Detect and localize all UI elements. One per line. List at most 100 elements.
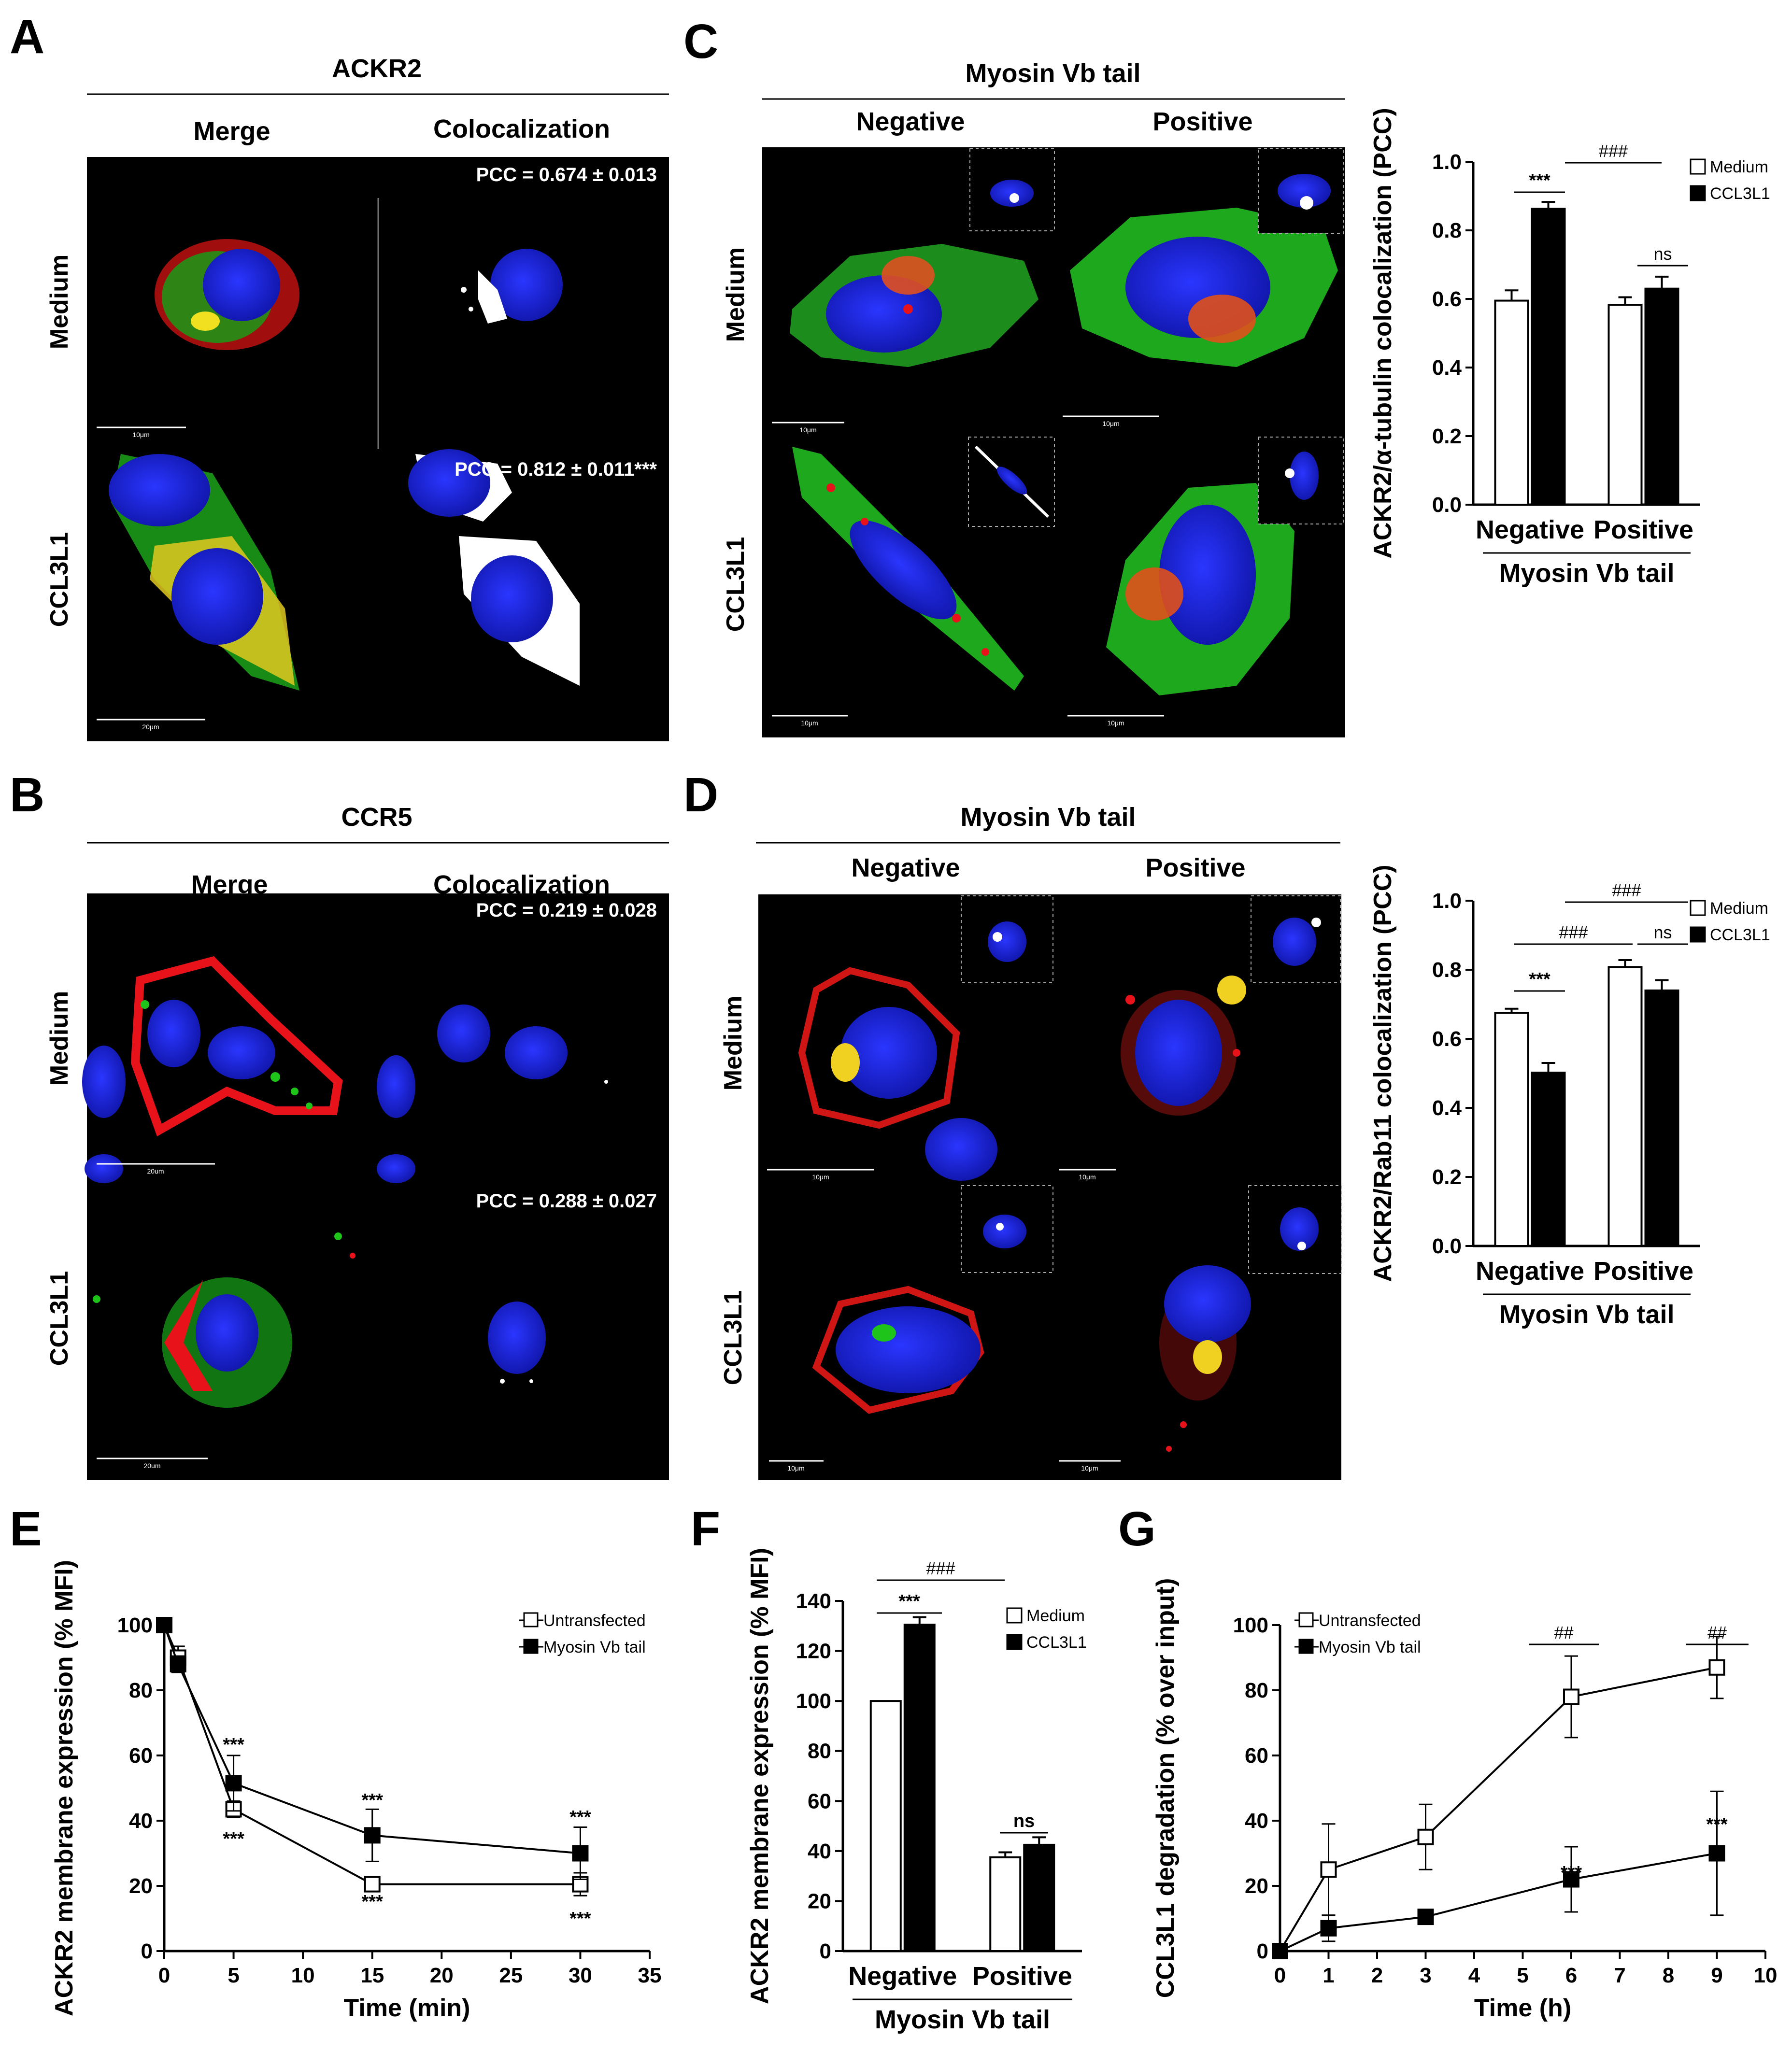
legend-swatch xyxy=(1690,158,1706,175)
y-axis-label: ACKR2 membrane expression (% MFI) xyxy=(746,1548,774,2004)
data-point xyxy=(364,1876,381,1893)
panel-label: B xyxy=(10,768,44,822)
legend-swatch xyxy=(1006,1634,1023,1650)
y-tick-label: 0 xyxy=(820,1939,831,1963)
y-tick-label: 0.8 xyxy=(1432,219,1462,242)
scale-bar-label: 10μm xyxy=(1107,719,1124,727)
x-tick-label: 1 xyxy=(1323,1964,1334,1987)
data-point xyxy=(1708,1845,1725,1862)
panel-title: CCR5 xyxy=(341,803,412,832)
significance-label: *** xyxy=(223,1829,244,1849)
micrograph-d-ccl3l1-negative xyxy=(812,1185,1053,1414)
x-tick-label: 3 xyxy=(1420,1964,1431,1987)
data-point xyxy=(156,1617,172,1633)
x-tick-label: 25 xyxy=(499,1964,523,1987)
legend-swatch xyxy=(1690,926,1706,943)
row-label: Medium xyxy=(722,247,750,342)
y-tick-label: 40 xyxy=(808,1840,831,1863)
x-axis-label: Time (h) xyxy=(1474,1994,1571,2022)
legend-entry: CCL3L1 xyxy=(1710,184,1770,203)
x-tick-label: Negative xyxy=(848,1962,957,1991)
column-label: Colocalization xyxy=(433,114,610,143)
data-point xyxy=(1320,1920,1337,1937)
scale-bar-label: 10μm xyxy=(812,1173,829,1181)
significance-label: *** xyxy=(569,1807,591,1827)
micrograph-d-medium-negative xyxy=(798,895,1053,1181)
data-point xyxy=(1417,1828,1434,1845)
column-label: Negative xyxy=(856,107,965,136)
significance-label: *** xyxy=(1561,1863,1582,1883)
column-label: Merge xyxy=(193,117,270,146)
x-tick-label: 8 xyxy=(1663,1964,1674,1987)
legend-entry: CCL3L1 xyxy=(1710,926,1770,944)
y-tick-label: 140 xyxy=(796,1589,831,1613)
row-label: CCL3L1 xyxy=(719,1290,747,1385)
panel-title: Myosin Vb tail xyxy=(965,59,1140,88)
significance-label: *** xyxy=(362,1892,384,1912)
x-tick-label: 4 xyxy=(1468,1964,1480,1987)
data-point xyxy=(225,1775,242,1792)
bar xyxy=(989,1856,1022,1952)
data-point xyxy=(1272,1943,1288,1959)
y-axis-label: CCL3L1 degradation (% over input) xyxy=(1152,1578,1180,1998)
scale-bar-label: 20μm xyxy=(142,723,159,731)
panel-e: E xyxy=(10,1502,42,1556)
column-label: Negative xyxy=(851,853,960,882)
x-tick-label: 5 xyxy=(228,1964,239,1987)
legend-entry: Medium xyxy=(1026,1607,1085,1625)
row-label: CCL3L1 xyxy=(722,537,750,632)
x-tick-label: 0 xyxy=(1274,1964,1286,1987)
y-tick-label: 100 xyxy=(1233,1613,1268,1637)
legend-swatch xyxy=(1298,1639,1314,1654)
legend-entry: Medium xyxy=(1710,899,1768,918)
legend-swatch xyxy=(1006,1607,1023,1624)
legend-swatch xyxy=(523,1612,539,1627)
legend-swatch xyxy=(523,1639,539,1654)
panel-f: F xyxy=(691,1502,720,1556)
micrograph-d-medium-positive xyxy=(1121,895,1341,1116)
data-point xyxy=(1708,1659,1725,1676)
scale-bar-label: 10μm xyxy=(132,431,149,439)
micrograph-c-medium-negative xyxy=(790,148,1055,367)
y-tick-label: 0.2 xyxy=(1432,425,1462,448)
panel-c: C Myosin Vb tail Negative Positive Mediu… xyxy=(683,14,1345,737)
y-tick-label: 0.0 xyxy=(1432,493,1462,517)
panel-b: B CCR5 Merge Colocalization Medium CCL3L… xyxy=(10,768,669,1480)
bar xyxy=(903,1624,936,1953)
data-point xyxy=(1563,1688,1579,1705)
column-label: Positive xyxy=(1145,853,1245,882)
panel-label: E xyxy=(10,1502,42,1556)
x-tick-label: 30 xyxy=(569,1964,592,1987)
significance-label: ### xyxy=(1599,141,1628,161)
x-tick-label: 15 xyxy=(360,1964,384,1987)
y-tick-label: 80 xyxy=(129,1679,153,1702)
y-axis-label: ACKR2/α-tubulin colocalization (PCC) xyxy=(1369,108,1397,558)
y-tick-label: 20 xyxy=(1245,1874,1268,1898)
y-tick-label: 0 xyxy=(141,1939,153,1963)
significance-label: ns xyxy=(1653,922,1672,942)
bar xyxy=(1494,299,1529,506)
row-label: CCL3L1 xyxy=(45,532,73,627)
bar xyxy=(1644,989,1679,1247)
micrograph-b-ccl3l1-colocalization xyxy=(488,1302,546,1384)
group-label: Myosin Vb tail xyxy=(1499,559,1674,588)
significance-label: *** xyxy=(1706,1814,1728,1835)
y-tick-label: 0.4 xyxy=(1432,1096,1462,1120)
significance-label: *** xyxy=(569,1909,591,1929)
legend-swatch xyxy=(1690,185,1706,201)
micrograph-a-medium-colocalization xyxy=(461,249,563,324)
significance-label: *** xyxy=(1529,969,1550,990)
legend-entry: Myosin Vb tail xyxy=(1319,1638,1421,1656)
bar xyxy=(1607,966,1643,1247)
significance-label: ## xyxy=(1707,1623,1727,1642)
series-line xyxy=(1280,1852,1717,1952)
scale-bar-label: 20um xyxy=(147,1167,164,1175)
legend-swatch xyxy=(1298,1612,1314,1627)
micrograph-d-ccl3l1-positive xyxy=(1159,1185,1342,1452)
bar xyxy=(1494,1012,1529,1247)
legend-entry: Medium xyxy=(1710,158,1768,176)
legend-entry: Myosin Vb tail xyxy=(543,1638,646,1656)
significance-label: ns xyxy=(1653,244,1672,264)
micrograph-a-ccl3l1-merge xyxy=(109,454,299,691)
